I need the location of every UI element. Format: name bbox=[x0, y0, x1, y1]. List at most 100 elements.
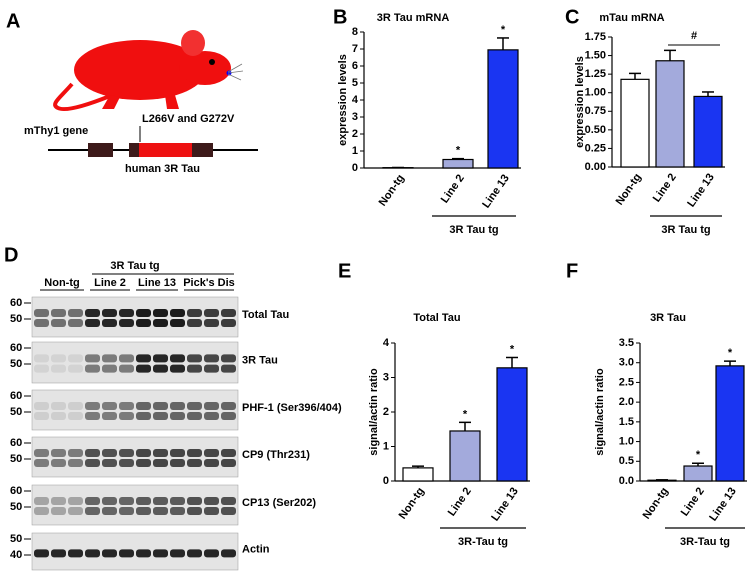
blot-band bbox=[119, 459, 134, 467]
blot-band bbox=[170, 459, 185, 467]
y-tick-label: 1.50 bbox=[585, 49, 606, 61]
mw-marker: 50 bbox=[10, 406, 22, 418]
blot-band bbox=[221, 497, 236, 505]
y-axis-label: signal/actin ratio bbox=[368, 368, 380, 456]
y-tick-label: 6 bbox=[352, 60, 358, 72]
blot-band bbox=[204, 459, 219, 467]
blot-band bbox=[119, 549, 134, 558]
blot-band bbox=[85, 549, 100, 558]
mw-marker: 60 bbox=[10, 297, 22, 309]
panel-label: C bbox=[565, 6, 579, 28]
blot-band bbox=[68, 402, 83, 410]
blot-band bbox=[153, 309, 168, 317]
blot-band bbox=[153, 449, 168, 457]
blot-band bbox=[119, 319, 134, 327]
blot-row-label: 3R Tau bbox=[242, 354, 278, 366]
y-tick-label: 3 bbox=[352, 111, 358, 123]
blot-band bbox=[119, 497, 134, 505]
blot-band bbox=[136, 402, 151, 410]
blot-band bbox=[187, 549, 202, 558]
blot-band bbox=[68, 354, 83, 363]
x-tick-label: Line 2 bbox=[446, 486, 474, 519]
blot-band bbox=[102, 402, 117, 410]
blot-band bbox=[119, 364, 134, 373]
y-tick-label: 1.0 bbox=[619, 435, 634, 447]
blot-band bbox=[34, 449, 49, 457]
blot-band bbox=[68, 449, 83, 457]
blot-membrane bbox=[31, 436, 239, 478]
transgene-label: human 3R Tau bbox=[125, 163, 200, 175]
blot-band bbox=[34, 549, 49, 558]
chart-title: mTau mRNA bbox=[599, 12, 664, 24]
transgene bbox=[139, 143, 192, 157]
x-tick-label: Line 2 bbox=[439, 173, 467, 206]
lane-label: Non-tg bbox=[44, 277, 79, 289]
bar bbox=[655, 60, 685, 168]
blot-band bbox=[34, 459, 49, 467]
blot-band bbox=[153, 549, 168, 558]
blot-band bbox=[51, 354, 66, 363]
y-tick-label: 0.75 bbox=[585, 105, 606, 117]
y-tick-label: 0.0 bbox=[619, 475, 634, 487]
blot-band bbox=[221, 449, 236, 457]
blot-band bbox=[34, 364, 49, 373]
blot-band bbox=[51, 412, 66, 420]
y-tick-label: 1 bbox=[383, 440, 389, 452]
charts: 3R Tau mRNA expression levels 0 1 2 3 4 5 6 7 8 Non… bbox=[337, 12, 747, 548]
x-tick-label: Line 13 bbox=[489, 486, 521, 524]
blot-band bbox=[204, 497, 219, 505]
blot-band bbox=[221, 507, 236, 515]
chart-title: 3R Tau bbox=[650, 312, 686, 324]
gene-label: mThy1 gene bbox=[24, 125, 88, 137]
blot-row-label: Actin bbox=[242, 544, 270, 556]
blot-band bbox=[68, 412, 83, 420]
blot-band bbox=[85, 412, 100, 420]
significance-marker: * bbox=[510, 343, 515, 355]
blot-band bbox=[136, 549, 151, 558]
blot-band bbox=[68, 309, 83, 317]
blot-band bbox=[68, 319, 83, 327]
x-tick-label: Non-tg bbox=[377, 173, 407, 209]
blot-band bbox=[119, 507, 134, 515]
blot-band bbox=[170, 449, 185, 457]
blot-band bbox=[221, 354, 236, 363]
y-tick-label: 1.00 bbox=[585, 87, 606, 99]
mw-marker: 50 bbox=[10, 533, 22, 545]
bar bbox=[496, 367, 528, 482]
comparison-label: # bbox=[691, 30, 697, 42]
x-tick-label: Non-tg bbox=[641, 486, 671, 522]
blot-band bbox=[153, 507, 168, 515]
bar bbox=[715, 365, 745, 482]
blot-row-label: CP13 (Ser202) bbox=[242, 497, 316, 509]
blot-band bbox=[34, 507, 49, 515]
blot-band bbox=[187, 507, 202, 515]
blot-band bbox=[102, 507, 117, 515]
blot-band bbox=[68, 507, 83, 515]
x-tick-label: Non-tg bbox=[397, 486, 427, 522]
blot-band bbox=[136, 412, 151, 420]
y-tick-label: 1.25 bbox=[585, 68, 606, 80]
blot-band bbox=[85, 364, 100, 373]
x-tick-label: Line 2 bbox=[651, 172, 679, 205]
blot-band bbox=[68, 549, 83, 558]
blot-band bbox=[187, 402, 202, 410]
blot-band bbox=[102, 354, 117, 363]
blot-band bbox=[170, 412, 185, 420]
bar bbox=[620, 78, 650, 168]
x-tick-label: Line 13 bbox=[685, 172, 717, 210]
blot-band bbox=[85, 497, 100, 505]
blot-band bbox=[51, 459, 66, 467]
group-label: 3R-Tau tg bbox=[458, 536, 508, 548]
blot-band bbox=[221, 364, 236, 373]
blot-band bbox=[119, 412, 134, 420]
blot-band bbox=[187, 459, 202, 467]
blot-band bbox=[170, 364, 185, 373]
y-tick-label: 0.25 bbox=[585, 142, 606, 154]
blot-band bbox=[187, 449, 202, 457]
exon bbox=[192, 143, 213, 157]
blot-band bbox=[136, 507, 151, 515]
blot-band bbox=[204, 402, 219, 410]
group-label: 3R-Tau tg bbox=[680, 536, 730, 548]
blot-band bbox=[102, 319, 117, 327]
blot-band bbox=[51, 309, 66, 317]
